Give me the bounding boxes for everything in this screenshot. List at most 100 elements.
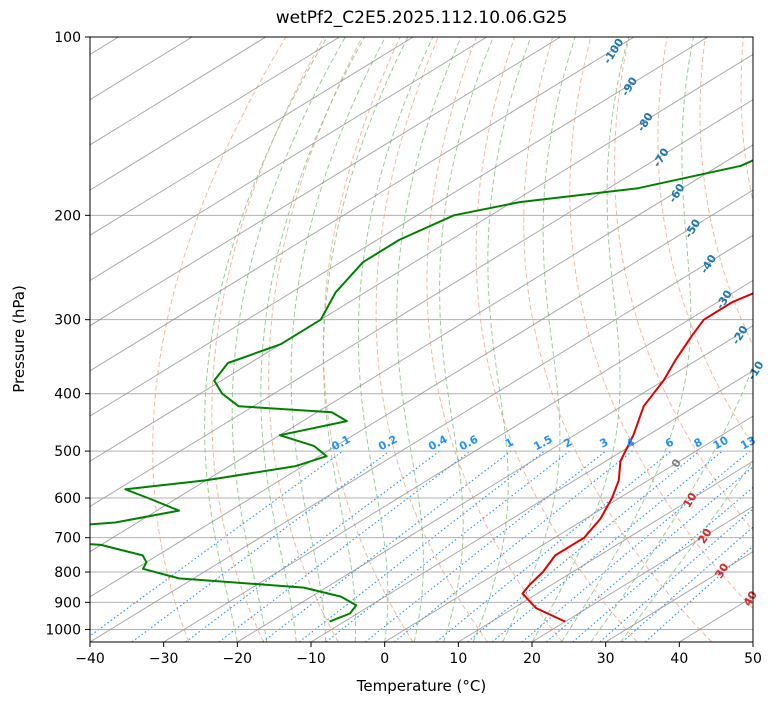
moist-adiabat-line — [620, 460, 753, 642]
dry-adiabat-line — [426, 37, 563, 642]
plot-frame — [89, 36, 754, 643]
dry-adiabat-line — [657, 37, 753, 447]
inline-label: -70 — [650, 145, 672, 169]
series-layer — [90, 159, 753, 623]
dry-adiabat-line — [569, 37, 753, 610]
x-tick-label: −20 — [223, 651, 253, 667]
moist-adiabat-line — [531, 37, 629, 642]
inline-label: 1 — [503, 435, 516, 450]
dry-adiabat-line — [699, 37, 753, 347]
mixing-ratio-line — [644, 545, 753, 642]
inline-label: -80 — [634, 110, 656, 134]
x-tick-label: 30 — [597, 651, 615, 667]
x-tick-label: 10 — [449, 651, 467, 667]
mixing-ratio-line — [436, 450, 672, 642]
moist-adiabat-line — [322, 37, 409, 642]
y-tick-label: 1000 — [45, 622, 81, 638]
dry-adiabat-line — [211, 37, 325, 642]
inline-label: -30 — [713, 287, 735, 311]
dry-adiabat-line — [740, 37, 753, 204]
x-tick-label: 0 — [380, 651, 389, 667]
isotherm-line — [90, 53, 753, 462]
mixing-ratio-line — [298, 450, 546, 642]
isotherm-line — [90, 37, 119, 56]
isotherm-line — [237, 325, 753, 642]
inline-label: 10 — [680, 490, 699, 510]
moist-adiabat-line — [290, 37, 386, 642]
moist-adiabat-line — [357, 37, 434, 642]
isotherm-line — [679, 596, 753, 642]
isotherm-line — [90, 37, 709, 417]
inline-label: 13 — [738, 434, 758, 453]
dry-adiabat-line — [614, 37, 753, 532]
mixing-ratio-line — [491, 450, 723, 642]
moist-adiabat-line — [502, 37, 576, 642]
temperature-profile-line — [521, 292, 753, 623]
moist-adiabat-line — [231, 37, 346, 642]
inline-label: -40 — [698, 252, 720, 276]
isotherm-line — [90, 37, 635, 372]
dry-adiabat-line — [475, 37, 638, 642]
inline-label: 0.2 — [376, 433, 399, 454]
inline-label: -100 — [601, 36, 627, 67]
mixing-ratio-line — [572, 486, 753, 642]
inline-label: 40 — [741, 588, 760, 608]
isotherm-line — [90, 37, 561, 327]
inline-label: 0.4 — [426, 433, 450, 454]
dewpoint-profile-line — [90, 159, 753, 623]
moist-adiabat-line — [561, 37, 694, 642]
inline-label: 20 — [696, 526, 715, 546]
mixing-ratio-line — [521, 450, 751, 642]
y-tick-label: 700 — [54, 531, 81, 547]
isotherm-line — [90, 144, 753, 553]
inline-label: 30 — [712, 561, 731, 581]
y-tick-label: 200 — [54, 208, 81, 224]
y-tick-label: 300 — [54, 313, 81, 329]
moist-adiabat-line — [204, 37, 328, 642]
dry-adiabat-line — [152, 37, 287, 642]
inline-label: 6 — [663, 435, 676, 450]
isotherm-line — [163, 279, 753, 642]
x-tick-label: −30 — [149, 651, 179, 667]
chart-title: wetPf2_C2E5.2025.112.10.06.G25 — [275, 8, 568, 28]
mixing-ratio-line — [218, 450, 471, 642]
inline-label: 8 — [692, 435, 705, 450]
moist-adiabat-line — [396, 37, 462, 642]
moist-adiabat-line — [439, 37, 494, 642]
y-tick-label: 900 — [54, 595, 81, 611]
inline-label: 0.1 — [329, 433, 352, 454]
moist-adiabat-line — [472, 37, 532, 642]
isotherm-line — [531, 505, 753, 642]
moist-adiabat-line — [590, 364, 753, 642]
isotherm-line — [90, 37, 414, 236]
isotherm-line — [458, 460, 753, 642]
moist-adiabat-line — [260, 37, 365, 642]
isotherm-line — [90, 37, 340, 191]
inline-label: -20 — [729, 323, 751, 347]
inline-label: 1.5 — [531, 433, 554, 454]
isotherm-line — [90, 99, 753, 508]
x-tick-label: −40 — [75, 651, 105, 667]
inline-label: -60 — [666, 181, 688, 205]
x-tick-label: 40 — [670, 651, 688, 667]
mixing-ratio-line — [185, 450, 440, 642]
dry-adiabat-line — [268, 37, 363, 642]
y-tick-label: 100 — [54, 30, 81, 46]
isotherm-line — [752, 641, 753, 642]
isotherm-line — [384, 415, 753, 642]
isotherm-line — [90, 234, 753, 642]
x-axis-label: Temperature (°C) — [356, 677, 487, 695]
inline-label: 10 — [711, 434, 731, 453]
isotherm-line — [310, 370, 753, 642]
isotherm-line — [90, 189, 753, 598]
isotherm-line — [90, 37, 267, 146]
x-tick-label: −10 — [296, 651, 326, 667]
dry-adiabat-line — [375, 37, 489, 642]
background-lines-layer — [90, 37, 753, 642]
isotherm-line — [90, 37, 488, 282]
mixing-ratio-line — [393, 450, 633, 642]
axes-layer: −40 −30 −20 −10 0 10 20 30 40 5010020030040050060… — [45, 30, 762, 667]
mixing-ratio-line — [545, 466, 753, 642]
y-tick-label: 500 — [54, 444, 81, 460]
